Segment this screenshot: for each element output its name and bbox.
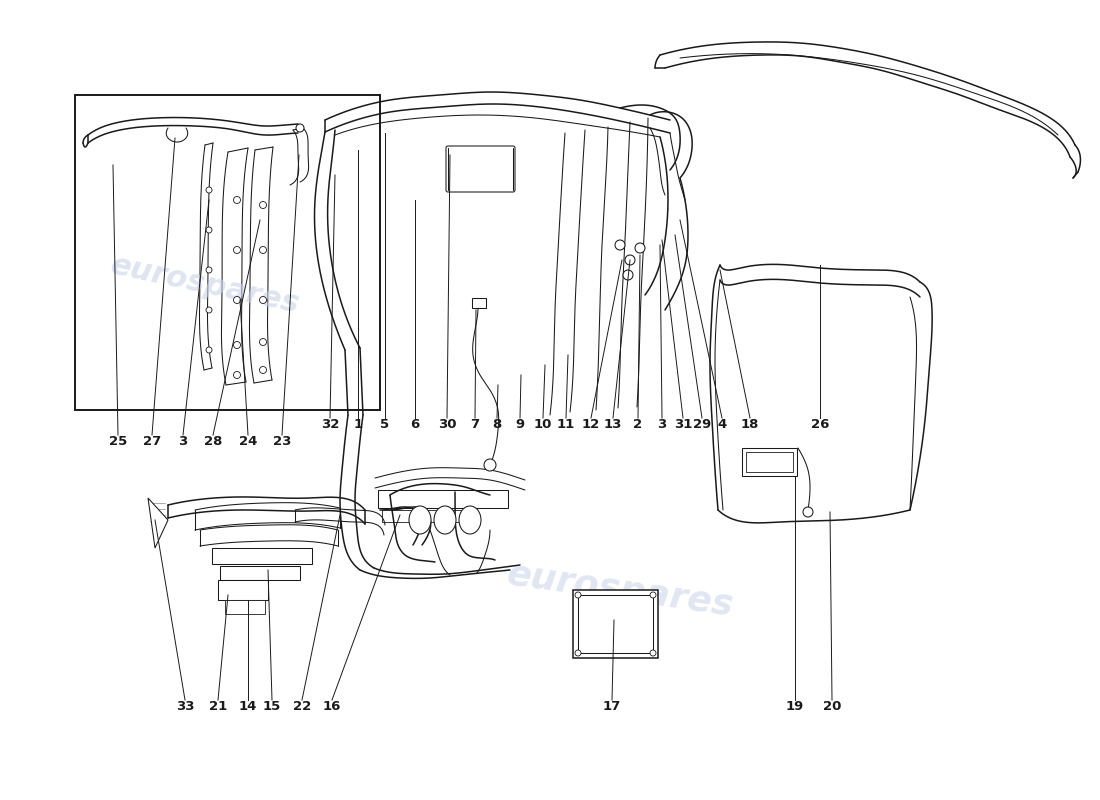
Bar [382,510,462,522]
Text: 30: 30 [438,418,456,431]
Circle shape [233,342,241,349]
Text: 1: 1 [353,418,363,431]
Circle shape [260,246,266,254]
Text: 23: 23 [273,435,292,448]
Circle shape [206,347,212,353]
Circle shape [650,650,656,656]
Circle shape [615,240,625,250]
Text: 31: 31 [674,418,692,431]
Text: 20: 20 [823,700,842,713]
Circle shape [296,124,304,132]
Bar [746,452,793,472]
Circle shape [233,297,241,303]
Text: 10: 10 [534,418,552,431]
Circle shape [260,366,266,374]
Text: 5: 5 [381,418,389,431]
Text: 22: 22 [293,700,311,713]
Circle shape [260,202,266,209]
Circle shape [206,267,212,273]
Text: 11: 11 [557,418,575,431]
Text: 13: 13 [604,418,623,431]
Text: 14: 14 [239,700,257,713]
Text: 16: 16 [322,700,341,713]
Circle shape [635,243,645,253]
Text: 6: 6 [410,418,419,431]
Text: 15: 15 [263,700,282,713]
Text: 4: 4 [717,418,727,431]
Bar [578,595,653,653]
Text: 29: 29 [693,418,711,431]
Ellipse shape [459,506,481,534]
Circle shape [233,197,241,203]
Circle shape [650,592,656,598]
Text: 26: 26 [811,418,829,431]
Ellipse shape [409,506,431,534]
Ellipse shape [434,506,456,534]
Bar [378,490,508,508]
Circle shape [803,507,813,517]
Text: 12: 12 [582,418,601,431]
Text: 9: 9 [516,418,525,431]
Circle shape [575,650,581,656]
Bar [212,548,312,564]
Text: 21: 21 [209,700,227,713]
Bar [472,298,486,308]
Circle shape [260,297,266,303]
Polygon shape [148,498,168,548]
Circle shape [260,338,266,346]
Text: 27: 27 [143,435,161,448]
Bar [573,590,658,658]
Text: 17: 17 [603,700,622,713]
Bar [226,600,265,614]
Text: eurospares: eurospares [108,250,302,319]
Text: 32: 32 [321,418,339,431]
Text: 2: 2 [634,418,642,431]
Text: 3: 3 [658,418,667,431]
Circle shape [206,187,212,193]
Text: eurospares: eurospares [505,558,736,622]
Circle shape [233,246,241,254]
Text: 3: 3 [178,435,188,448]
Bar [75,95,380,410]
Circle shape [233,371,241,378]
FancyBboxPatch shape [446,146,515,192]
Bar [220,566,300,580]
Circle shape [575,592,581,598]
Text: 28: 28 [204,435,222,448]
Text: 7: 7 [471,418,480,431]
Text: 24: 24 [239,435,257,448]
Bar [218,580,268,600]
Text: 25: 25 [109,435,128,448]
Circle shape [625,255,635,265]
Circle shape [623,270,632,280]
Circle shape [206,227,212,233]
Text: 18: 18 [740,418,759,431]
Bar [742,448,797,476]
Text: 8: 8 [493,418,502,431]
Text: 33: 33 [176,700,195,713]
Circle shape [206,307,212,313]
Circle shape [484,459,496,471]
Text: 19: 19 [785,700,804,713]
